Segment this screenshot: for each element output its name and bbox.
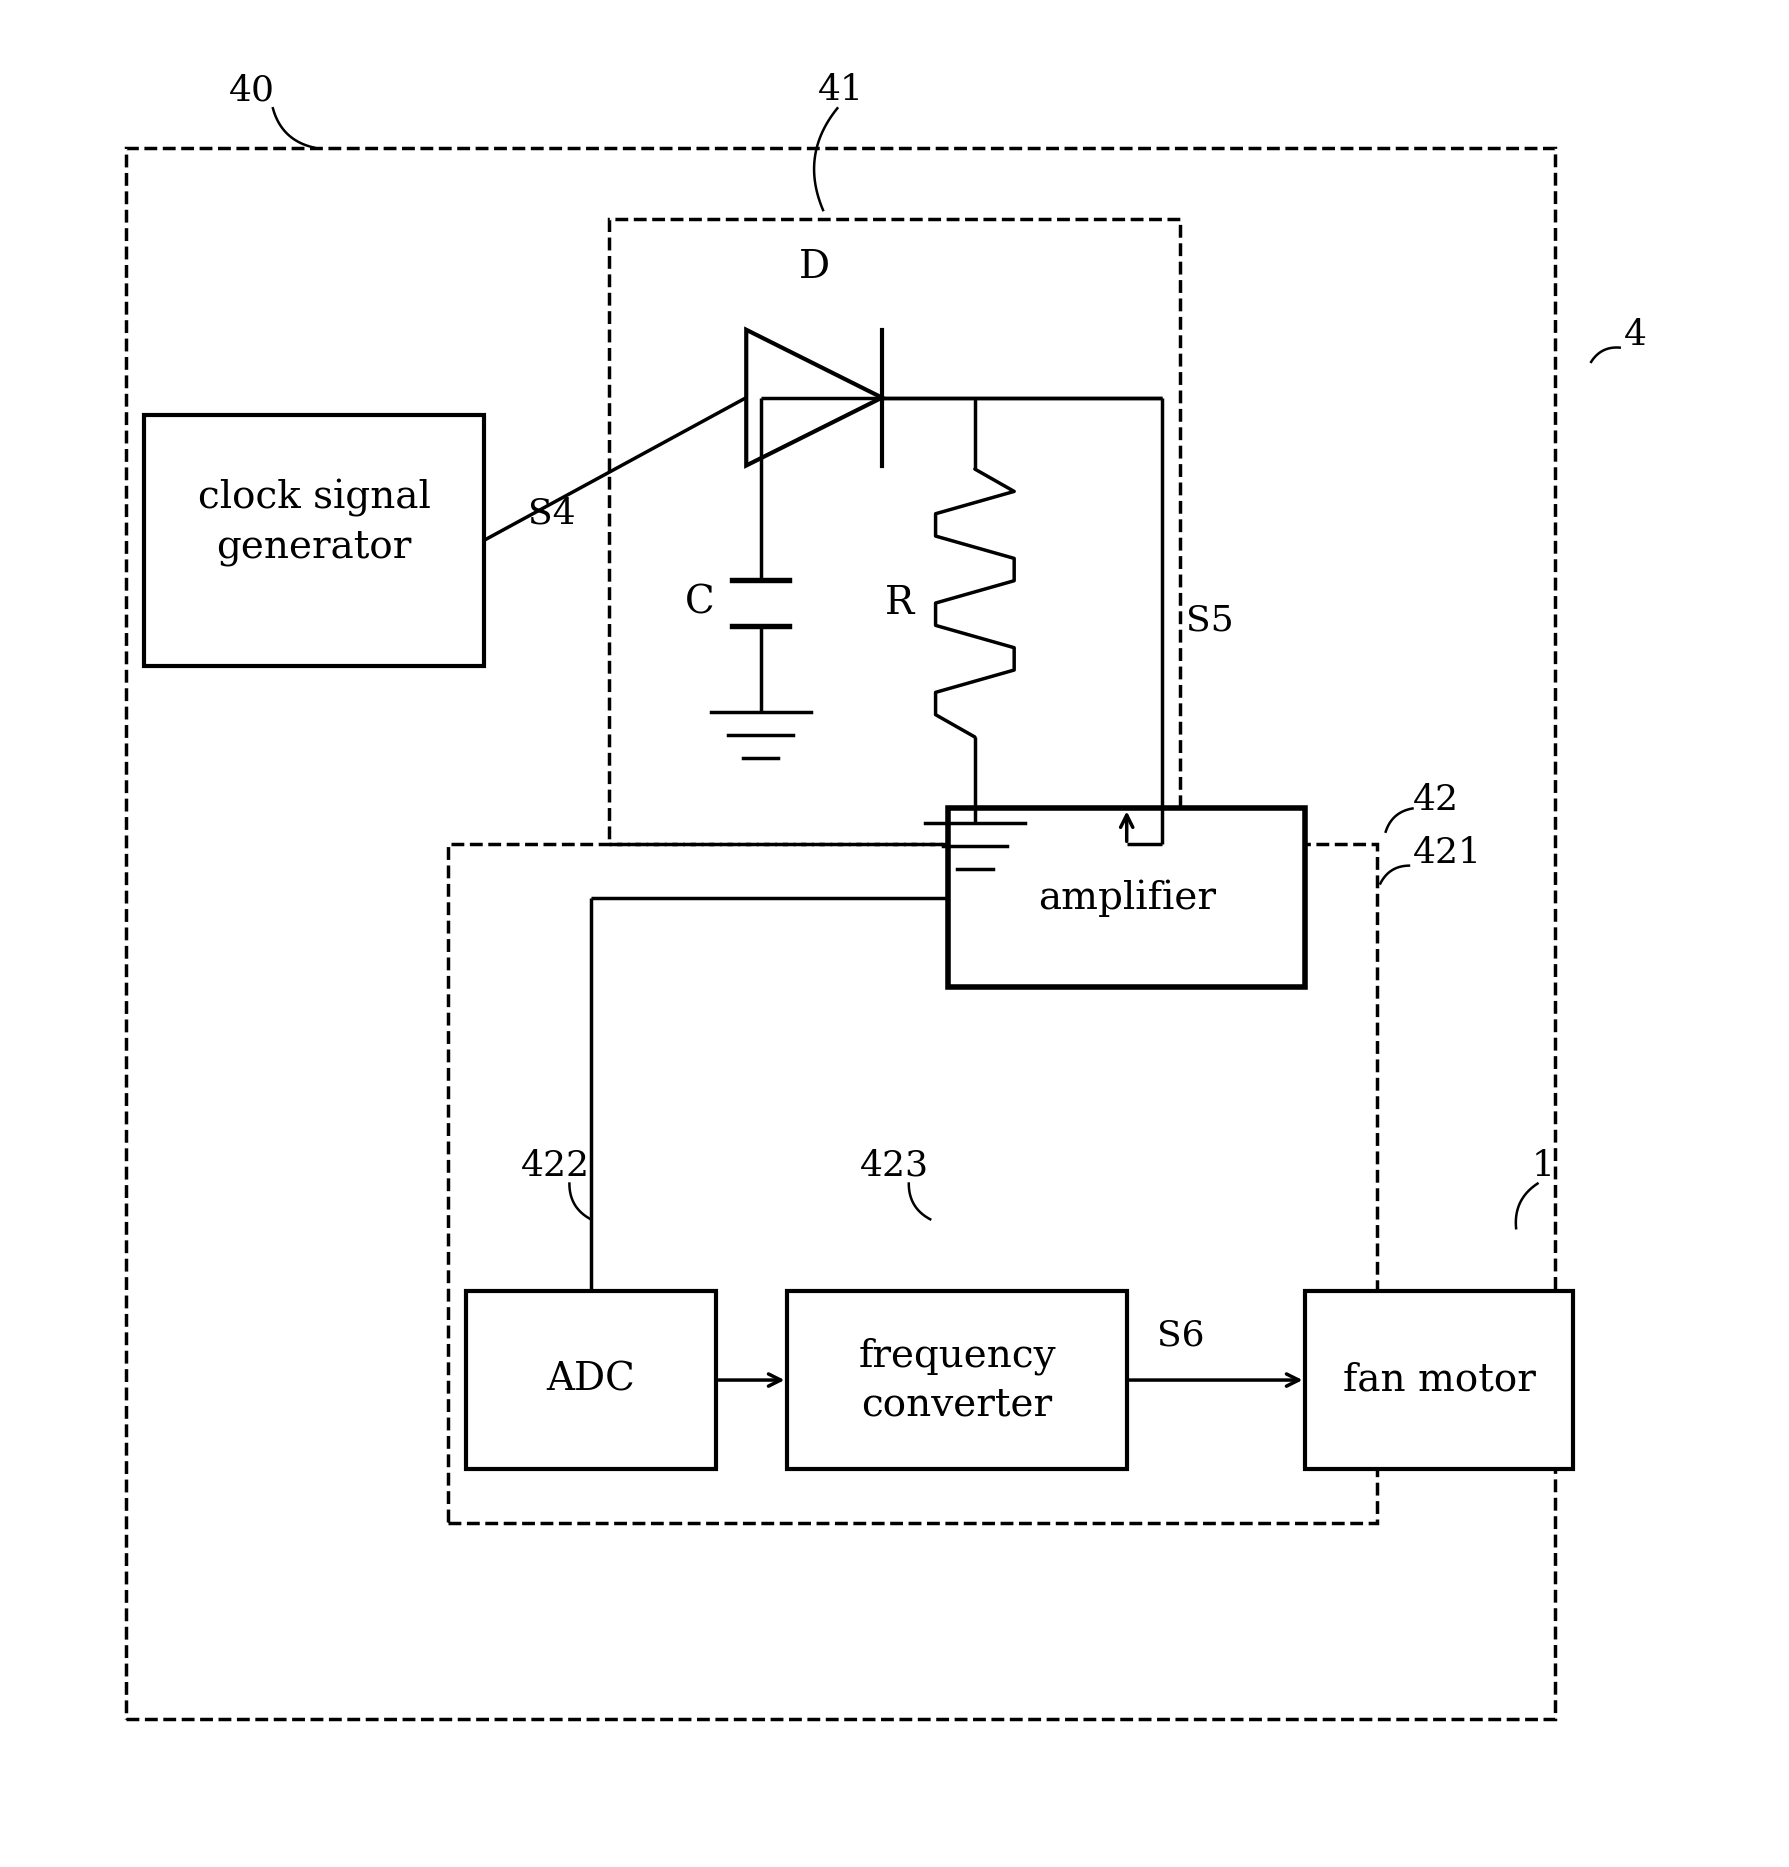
Bar xyxy=(465,1290,716,1469)
Text: S4: S4 xyxy=(528,497,576,530)
Text: 1: 1 xyxy=(1531,1148,1555,1182)
Text: 421: 421 xyxy=(1413,836,1481,870)
Text: 423: 423 xyxy=(861,1148,928,1182)
Bar xyxy=(127,147,1555,1720)
Text: 41: 41 xyxy=(818,73,864,108)
Text: C: C xyxy=(685,584,714,622)
Text: D: D xyxy=(798,248,830,286)
Bar xyxy=(787,1290,1127,1469)
Text: clock signal
generator: clock signal generator xyxy=(197,480,431,566)
Text: frequency
converter: frequency converter xyxy=(859,1337,1056,1423)
Text: ADC: ADC xyxy=(546,1361,635,1398)
Text: S5: S5 xyxy=(1186,603,1233,639)
Bar xyxy=(608,218,1181,844)
Text: 42: 42 xyxy=(1413,782,1458,816)
Text: S6: S6 xyxy=(1156,1318,1204,1352)
Bar xyxy=(447,844,1378,1523)
Text: fan motor: fan motor xyxy=(1344,1361,1535,1398)
Text: amplifier: amplifier xyxy=(1038,879,1217,917)
Text: 40: 40 xyxy=(229,73,274,108)
Text: R: R xyxy=(886,584,914,622)
Bar xyxy=(1306,1290,1573,1469)
Bar xyxy=(948,808,1306,988)
Bar xyxy=(145,416,483,665)
Text: 422: 422 xyxy=(521,1148,590,1182)
Text: 4: 4 xyxy=(1624,317,1648,353)
